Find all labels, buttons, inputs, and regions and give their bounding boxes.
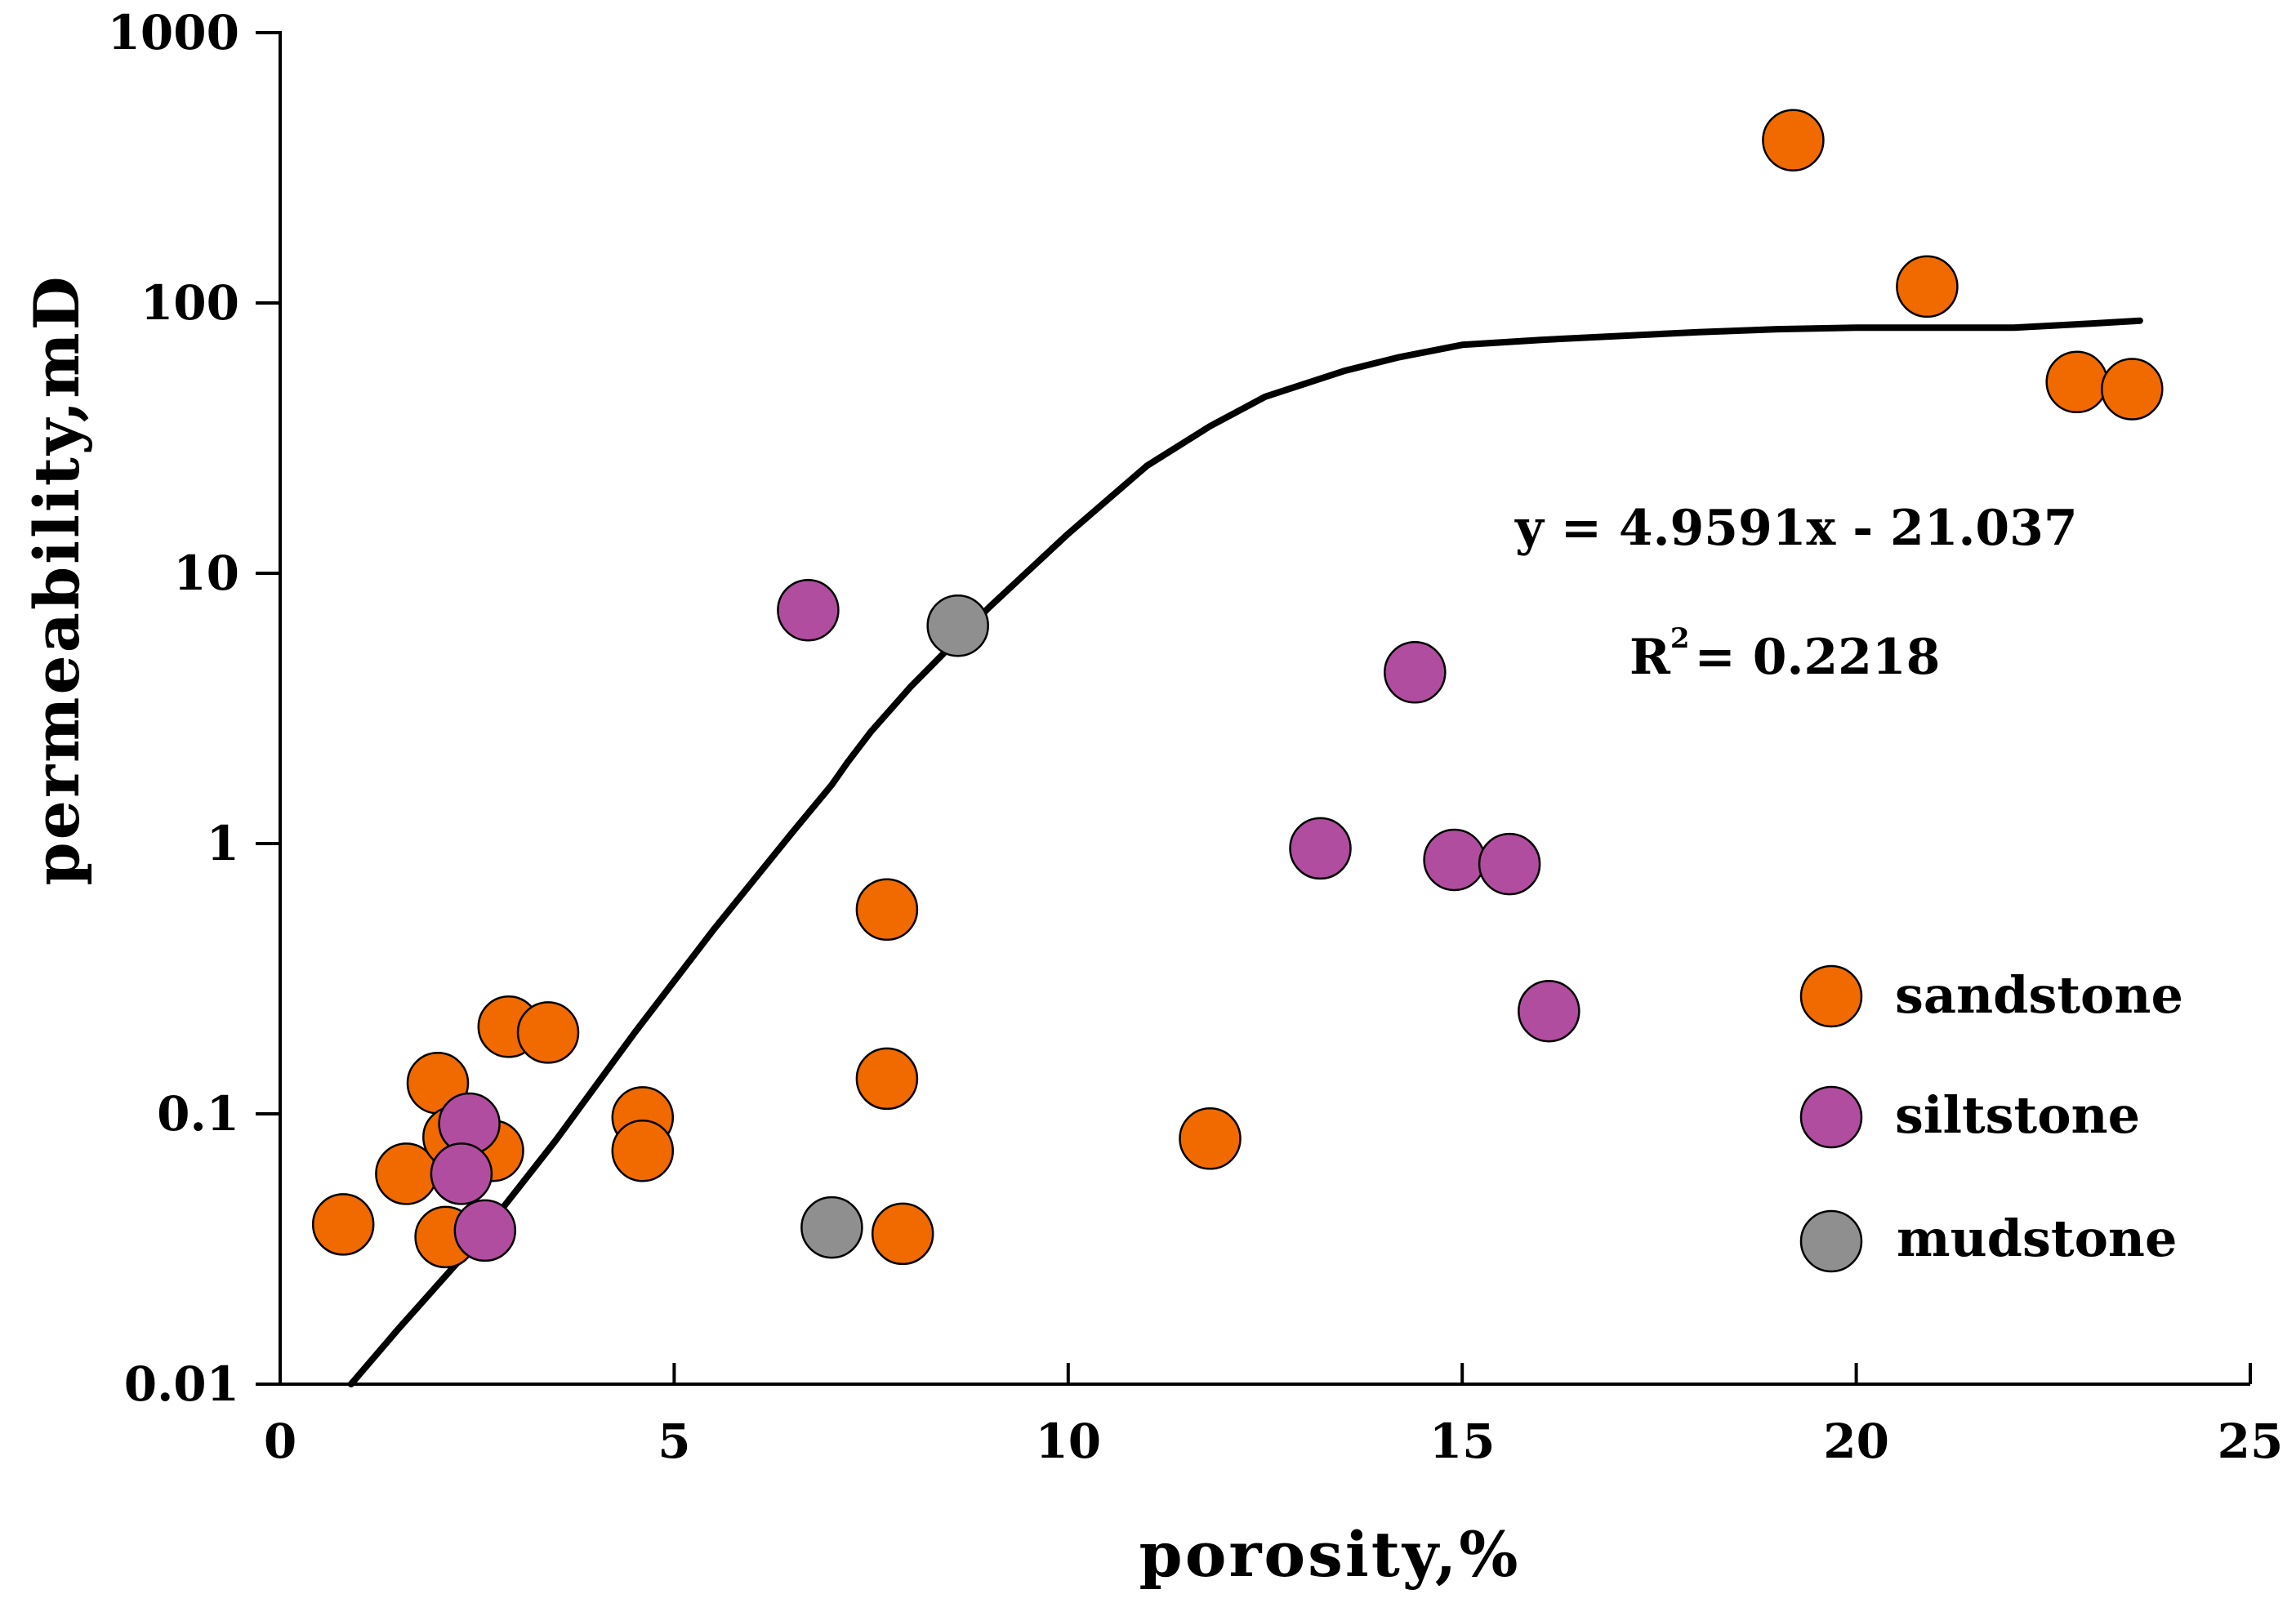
r-squared-annotation: R2 = 0.2218 — [1629, 622, 1940, 686]
legend-marker-mudstone — [1799, 1209, 1863, 1273]
data-point-siltstone — [1478, 832, 1541, 896]
r-squared-superscript: 2 — [1670, 622, 1690, 655]
data-point-siltstone — [1384, 641, 1447, 704]
y-axis-title: permeability,mD — [20, 274, 93, 885]
x-tick-label: 10 — [1035, 1414, 1101, 1469]
r-squared-value: = 0.2218 — [1695, 629, 1941, 686]
x-axis-title: porosity,% — [1139, 1518, 1521, 1591]
y-tick-label: 10 — [173, 545, 239, 601]
legend-label-siltstone: siltstone — [1895, 1085, 2140, 1145]
y-tick-label: 100 — [140, 275, 239, 331]
x-tick-label: 25 — [2218, 1414, 2284, 1469]
data-point-sandstone — [855, 1047, 919, 1111]
data-point-sandstone — [2101, 358, 2164, 421]
x-tick-label: 15 — [1429, 1414, 1496, 1469]
data-point-sandstone — [516, 1001, 580, 1064]
data-point-sandstone — [611, 1119, 675, 1182]
legend-label-sandstone: sandstone — [1895, 965, 2183, 1025]
data-point-siltstone — [1423, 828, 1486, 892]
trendline — [347, 317, 2143, 1387]
y-tick-label: 0.1 — [157, 1086, 239, 1142]
regression-equation: y = 4.9591x - 21.037 — [1514, 500, 2078, 557]
x-tick-label: 5 — [658, 1414, 690, 1469]
y-tick-label: 1000 — [108, 5, 239, 60]
data-point-mudstone — [926, 594, 989, 657]
legend-marker-sandstone — [1799, 964, 1863, 1028]
legend-marker-siltstone — [1799, 1085, 1863, 1149]
x-tick-label: 20 — [1823, 1414, 1889, 1469]
data-point-sandstone — [311, 1193, 375, 1256]
legend-label-mudstone: mudstone — [1897, 1209, 2177, 1268]
y-tick-label: 1 — [207, 816, 239, 871]
r-squared-prefix: R — [1629, 629, 1671, 686]
data-point-sandstone — [1762, 109, 1825, 171]
data-point-sandstone — [1896, 255, 1959, 318]
data-point-siltstone — [430, 1142, 493, 1205]
legend: sandstone siltstone mudstone — [1799, 964, 2183, 1273]
axes-layer — [279, 31, 2250, 1386]
x-tick-label: 0 — [264, 1414, 296, 1469]
data-point-siltstone — [777, 578, 840, 642]
y-tick-label: 0.01 — [124, 1356, 239, 1412]
data-point-sandstone — [855, 878, 919, 942]
data-point-siltstone — [453, 1199, 517, 1262]
data-point-sandstone — [871, 1202, 934, 1266]
data-point-sandstone — [1179, 1107, 1242, 1170]
data-point-siltstone — [1289, 817, 1352, 880]
data-point-siltstone — [1518, 979, 1580, 1043]
trendline-layer — [347, 317, 2143, 1387]
points-layer — [311, 109, 2164, 1269]
data-point-sandstone — [2045, 350, 2108, 414]
ticks-layer: 0 5 10 15 20 25 0.01 0.1 1 10 100 1000 — [108, 5, 2284, 1469]
data-point-mudstone — [800, 1196, 863, 1259]
